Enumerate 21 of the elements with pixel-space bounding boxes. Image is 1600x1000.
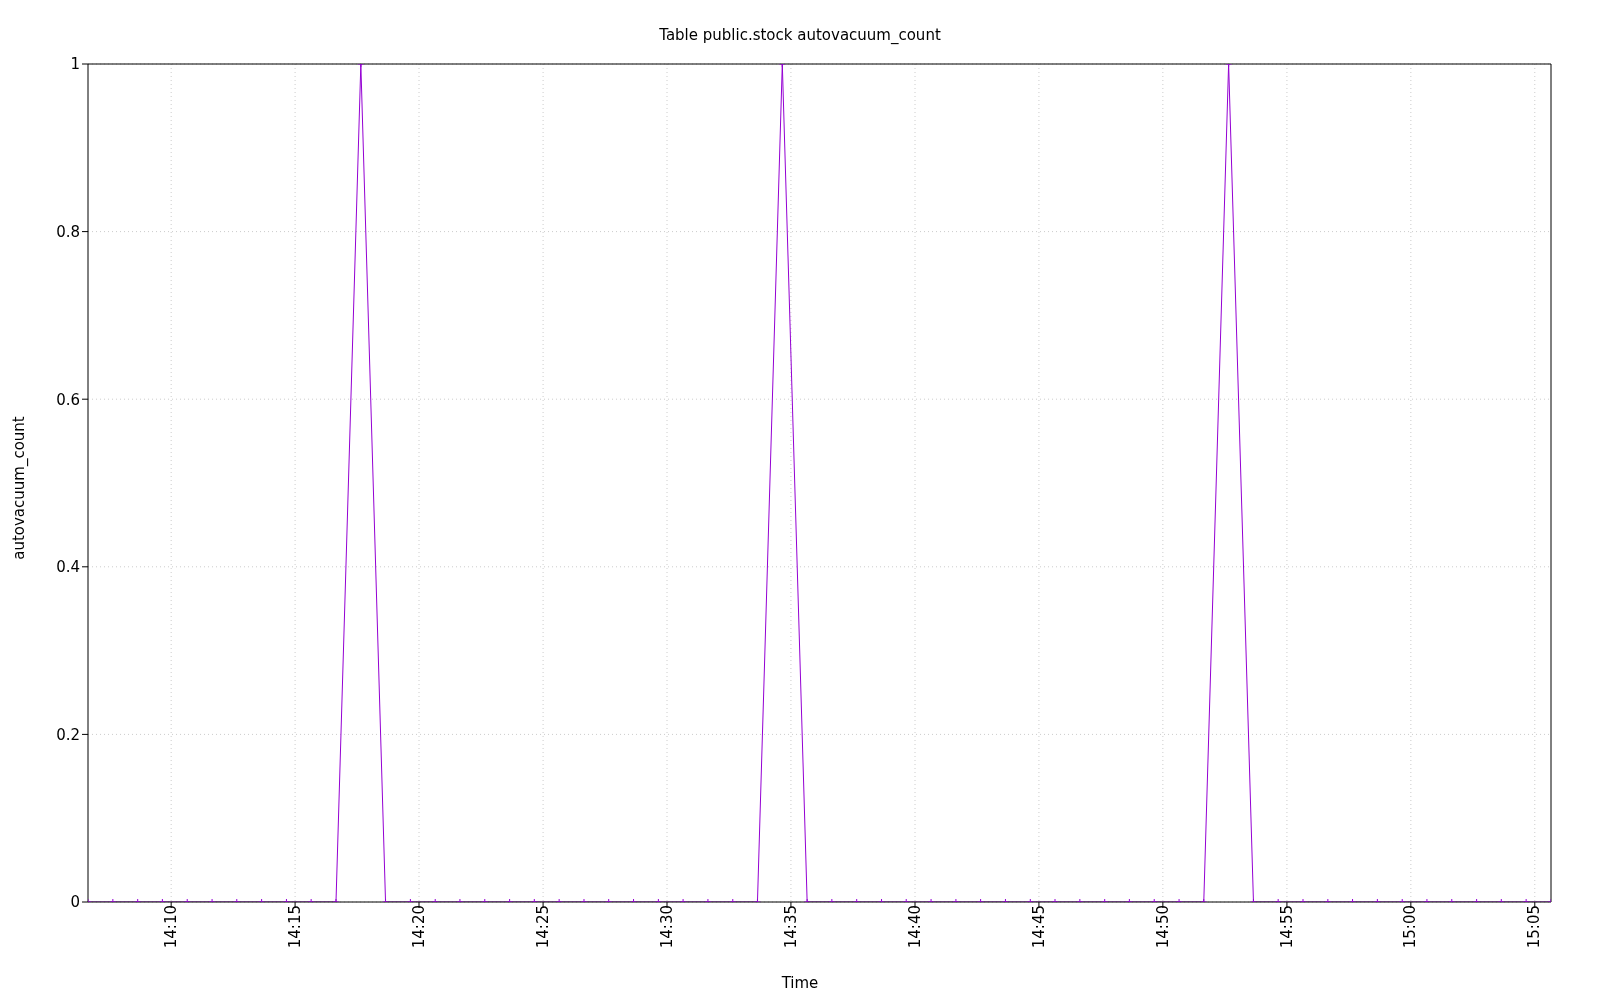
x-tick-label: 15:00 xyxy=(1401,905,1420,949)
x-tick-label: 14:55 xyxy=(1277,905,1296,949)
x-tick-label: 14:20 xyxy=(409,905,428,949)
x-tick-label: 14:25 xyxy=(533,905,552,949)
y-tick-label: 0.6 xyxy=(56,390,80,409)
x-axis-title: Time xyxy=(780,974,820,992)
y-tick-label: 0 xyxy=(70,893,80,912)
y-tick-label: 0.4 xyxy=(56,558,80,577)
x-tick-label: 14:40 xyxy=(905,905,924,949)
y-tick-label: 0.8 xyxy=(56,222,80,241)
y-tick-label: 1 xyxy=(70,55,80,74)
x-tick-label: 14:30 xyxy=(657,905,676,949)
y-tick-label: 0.2 xyxy=(56,725,80,744)
y-axis-title: autovacuum_count xyxy=(10,416,28,560)
x-tick-label: 15:05 xyxy=(1525,905,1544,949)
x-tick-label: 14:35 xyxy=(781,905,800,949)
x-tick-label: 14:15 xyxy=(285,905,304,949)
x-tick-label: 14:10 xyxy=(161,905,180,949)
x-tick-label: 14:45 xyxy=(1029,905,1048,949)
x-tick-label: 14:50 xyxy=(1153,905,1172,949)
chart-title: Table public.stock autovacuum_count xyxy=(658,26,942,44)
